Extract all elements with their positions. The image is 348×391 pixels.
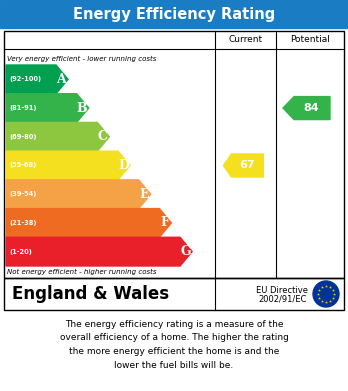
Text: D: D <box>118 159 129 172</box>
Text: C: C <box>98 130 108 143</box>
Bar <box>0 0 348 28</box>
Text: 2002/91/EC: 2002/91/EC <box>258 294 307 303</box>
Text: Energy Efficiency Rating: Energy Efficiency Rating <box>73 7 275 22</box>
Text: G: G <box>180 245 191 258</box>
Text: F: F <box>160 217 169 230</box>
Text: (92-100): (92-100) <box>9 76 41 83</box>
Polygon shape <box>6 94 89 122</box>
Text: B: B <box>77 102 87 115</box>
Text: (81-91): (81-91) <box>9 105 37 111</box>
Text: A: A <box>56 73 66 86</box>
Text: England & Wales: England & Wales <box>12 285 169 303</box>
Polygon shape <box>6 122 109 151</box>
Text: lower the fuel bills will be.: lower the fuel bills will be. <box>114 361 234 369</box>
Text: Very energy efficient - lower running costs: Very energy efficient - lower running co… <box>7 56 156 62</box>
Bar <box>4 31 344 278</box>
Text: overall efficiency of a home. The higher the rating: overall efficiency of a home. The higher… <box>60 334 288 343</box>
Polygon shape <box>6 208 172 237</box>
Text: The energy efficiency rating is a measure of the: The energy efficiency rating is a measur… <box>65 320 283 329</box>
Polygon shape <box>283 97 330 120</box>
Circle shape <box>313 281 339 307</box>
Polygon shape <box>6 151 130 180</box>
Polygon shape <box>6 65 68 94</box>
Text: Current: Current <box>228 36 262 45</box>
Text: (21-38): (21-38) <box>9 220 37 226</box>
Polygon shape <box>223 154 263 177</box>
Text: (1-20): (1-20) <box>9 249 32 255</box>
Text: EU Directive: EU Directive <box>256 286 308 295</box>
Bar <box>4 278 344 310</box>
Text: (39-54): (39-54) <box>9 191 37 197</box>
Text: E: E <box>140 188 149 201</box>
Polygon shape <box>6 237 192 266</box>
Text: (55-68): (55-68) <box>9 163 36 169</box>
Text: 84: 84 <box>304 103 319 113</box>
Text: 67: 67 <box>239 160 255 170</box>
Text: (69-80): (69-80) <box>9 134 37 140</box>
Polygon shape <box>6 180 151 208</box>
Text: the more energy efficient the home is and the: the more energy efficient the home is an… <box>69 347 279 356</box>
Text: Potential: Potential <box>290 36 330 45</box>
Text: Not energy efficient - higher running costs: Not energy efficient - higher running co… <box>7 269 157 275</box>
